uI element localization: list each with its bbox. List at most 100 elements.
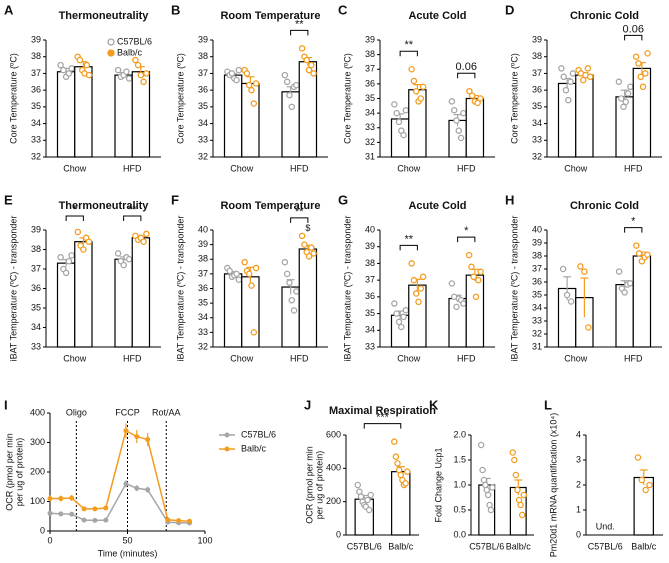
bar bbox=[223, 74, 243, 158]
data-point bbox=[69, 511, 75, 517]
significance-bracket bbox=[624, 34, 643, 41]
data-point bbox=[402, 306, 410, 314]
y-tick-label: 36 bbox=[365, 291, 375, 301]
x-tick-label: HFD bbox=[624, 353, 643, 363]
y-tick-label: 33 bbox=[365, 341, 375, 351]
event-label: FCCP bbox=[115, 407, 140, 417]
y-tick-label: 34 bbox=[31, 322, 41, 332]
x-tick-label: Balb/c bbox=[506, 541, 532, 551]
data-point bbox=[125, 75, 133, 82]
y-tick-label: 36 bbox=[532, 85, 542, 95]
data-point bbox=[281, 258, 289, 266]
y-tick-label: 39 bbox=[198, 34, 208, 44]
y-tick-label: 3 bbox=[576, 454, 581, 464]
annotation: Und. bbox=[596, 521, 615, 531]
data-point bbox=[457, 134, 465, 142]
data-point bbox=[415, 298, 422, 306]
legend-label: Balb/c bbox=[241, 443, 267, 453]
data-point bbox=[293, 288, 300, 295]
series-line bbox=[50, 429, 190, 523]
data-point bbox=[391, 300, 398, 307]
data-point bbox=[419, 273, 427, 281]
data-point bbox=[417, 95, 425, 102]
data-point bbox=[402, 480, 409, 487]
data-point bbox=[639, 83, 647, 91]
data-point bbox=[627, 83, 634, 91]
data-point bbox=[288, 103, 296, 111]
data-point bbox=[134, 61, 142, 69]
y-tick-label: 600 bbox=[326, 429, 341, 439]
y-axis-label: iBAT Temperature (ºC) - transponder bbox=[509, 216, 519, 362]
data-point bbox=[633, 242, 640, 249]
data-point bbox=[308, 244, 315, 251]
x-tick-label: HFD bbox=[123, 353, 142, 363]
y-tick-label: 400 bbox=[326, 463, 341, 473]
x-tick-label: Balb/c bbox=[388, 541, 414, 551]
y-tick-label: 34 bbox=[365, 108, 375, 118]
data-point bbox=[301, 241, 308, 248]
data-point bbox=[85, 238, 93, 245]
y-tick-label: 38 bbox=[198, 254, 208, 264]
data-point bbox=[466, 87, 473, 95]
y-tick-label: 39 bbox=[365, 34, 375, 44]
panel-letter: D bbox=[505, 2, 514, 17]
data-point bbox=[391, 438, 398, 445]
data-point bbox=[176, 518, 182, 524]
data-point bbox=[120, 261, 127, 269]
annotation: $ bbox=[305, 223, 310, 233]
bar bbox=[465, 274, 485, 348]
data-point bbox=[123, 428, 129, 434]
x-tick-label: Chow bbox=[230, 353, 254, 363]
data-point bbox=[83, 61, 91, 69]
y-tick-label: 36 bbox=[31, 283, 41, 293]
data-point bbox=[187, 518, 192, 524]
y-tick-label: 37 bbox=[365, 64, 375, 74]
data-point bbox=[489, 484, 496, 491]
x-tick-label: HFD bbox=[457, 353, 476, 363]
y-tick-label: 33 bbox=[31, 135, 41, 145]
data-point bbox=[391, 101, 398, 108]
panel-letter: I bbox=[4, 397, 8, 412]
data-point bbox=[408, 260, 415, 267]
y-tick-label: 2 bbox=[576, 479, 581, 489]
bar bbox=[465, 97, 485, 158]
data-point bbox=[123, 481, 129, 487]
data-point bbox=[514, 486, 521, 494]
data-point bbox=[68, 252, 75, 259]
data-point bbox=[585, 324, 592, 331]
bar bbox=[241, 82, 260, 158]
significance-bracket bbox=[457, 72, 476, 79]
y-axis-label: Core Temperature (ºC) bbox=[509, 53, 519, 144]
data-point bbox=[143, 70, 150, 77]
y-tick-label: 36 bbox=[198, 85, 208, 95]
y-tick-label: 0 bbox=[576, 529, 581, 539]
y-tick-label: 32 bbox=[198, 341, 208, 351]
data-point bbox=[579, 76, 587, 84]
data-point bbox=[140, 78, 147, 86]
data-point bbox=[634, 454, 642, 461]
y-tick-label: 2.0 bbox=[453, 429, 466, 439]
chart-title: Thermoneutrality bbox=[59, 200, 150, 212]
data-point bbox=[123, 68, 130, 76]
data-point bbox=[235, 276, 243, 283]
y-tick-label: 35 bbox=[31, 101, 41, 111]
x-tick-label: Chow bbox=[397, 353, 421, 363]
panel-letter: H bbox=[505, 192, 514, 207]
data-point bbox=[281, 71, 289, 79]
data-point bbox=[132, 56, 139, 64]
bar bbox=[281, 91, 300, 158]
y-tick-label: 39 bbox=[532, 237, 542, 247]
data-point bbox=[448, 280, 456, 287]
legend-label: Balb/c bbox=[117, 47, 143, 57]
bar bbox=[56, 71, 76, 158]
data-point bbox=[460, 109, 467, 117]
bar bbox=[114, 258, 133, 348]
data-point bbox=[563, 291, 571, 299]
annotation: * bbox=[73, 204, 78, 216]
y-tick-label: 33 bbox=[31, 341, 41, 351]
x-tick-label: C57BL/6 bbox=[588, 541, 623, 551]
data-point bbox=[395, 318, 403, 326]
chart-title: Chronic Cold bbox=[570, 10, 639, 22]
y-tick-label: 35 bbox=[31, 302, 41, 312]
y-tick-label: 36 bbox=[31, 85, 41, 95]
